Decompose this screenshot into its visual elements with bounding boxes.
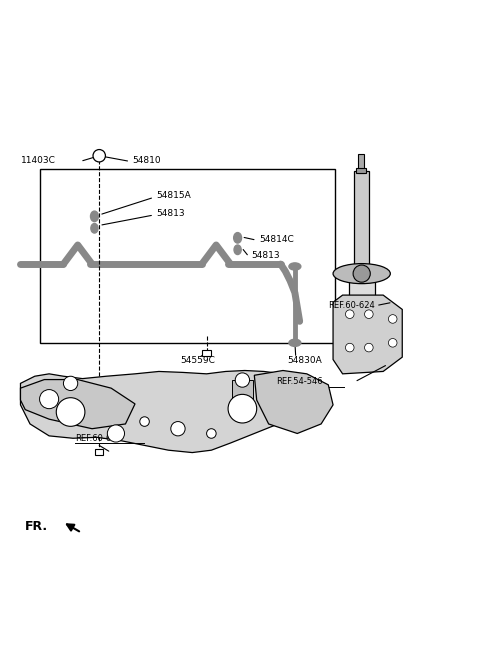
Text: 54815A: 54815A: [156, 191, 191, 200]
Ellipse shape: [91, 223, 98, 233]
Circle shape: [346, 310, 354, 319]
Ellipse shape: [91, 211, 98, 221]
Text: 54830A: 54830A: [288, 357, 323, 365]
Text: 54810: 54810: [132, 156, 161, 165]
Polygon shape: [21, 380, 135, 429]
Circle shape: [39, 390, 59, 409]
Text: REF.60-624: REF.60-624: [328, 301, 375, 310]
Circle shape: [140, 417, 149, 426]
Bar: [359, 154, 364, 173]
Bar: [349, 277, 375, 300]
Ellipse shape: [234, 233, 241, 243]
Circle shape: [364, 344, 373, 352]
Circle shape: [108, 425, 124, 442]
Circle shape: [353, 265, 370, 283]
Circle shape: [206, 429, 216, 438]
Circle shape: [93, 150, 106, 162]
Circle shape: [235, 373, 250, 387]
Circle shape: [346, 344, 354, 352]
Polygon shape: [21, 371, 297, 453]
Ellipse shape: [289, 263, 301, 270]
Ellipse shape: [289, 339, 301, 346]
Bar: [96, 449, 103, 455]
Text: 54813: 54813: [252, 252, 280, 260]
Circle shape: [56, 397, 85, 426]
Ellipse shape: [234, 245, 241, 254]
Text: REF.60-624: REF.60-624: [75, 434, 122, 443]
Circle shape: [388, 315, 397, 323]
Polygon shape: [333, 295, 402, 374]
Bar: [354, 171, 369, 273]
Text: 54814C: 54814C: [259, 235, 294, 244]
Bar: [202, 350, 211, 356]
Text: 54559C: 54559C: [180, 357, 215, 365]
Circle shape: [171, 422, 185, 436]
Bar: [60, 384, 81, 409]
Circle shape: [228, 394, 257, 423]
Text: 11403C: 11403C: [21, 156, 55, 165]
Bar: [232, 380, 253, 406]
Circle shape: [63, 376, 78, 390]
Bar: [356, 168, 366, 173]
Bar: [39, 169, 336, 343]
Circle shape: [364, 310, 373, 319]
Polygon shape: [254, 371, 333, 434]
Text: REF.54-546: REF.54-546: [276, 378, 323, 386]
Text: FR.: FR.: [25, 520, 48, 533]
Ellipse shape: [333, 263, 390, 284]
Circle shape: [388, 338, 397, 347]
Text: 54813: 54813: [156, 210, 185, 219]
